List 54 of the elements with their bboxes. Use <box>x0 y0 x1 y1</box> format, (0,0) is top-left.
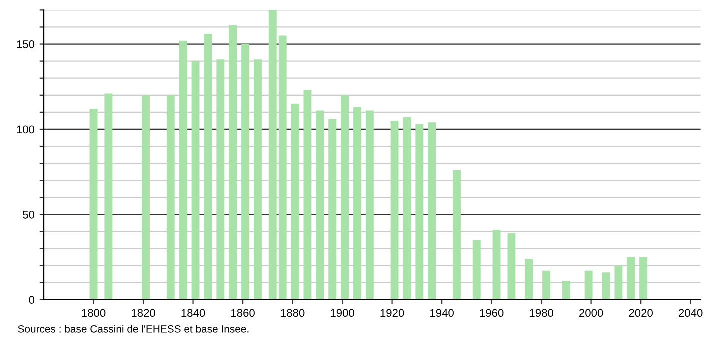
x-tick-label: 1800 <box>82 309 106 318</box>
x-tick-label: 1840 <box>182 309 206 318</box>
bar <box>562 281 570 300</box>
bar <box>614 266 623 300</box>
bar <box>304 90 312 300</box>
bar <box>166 95 175 300</box>
bar <box>403 118 412 300</box>
x-tick-label: 1900 <box>331 309 354 318</box>
bar <box>640 257 648 300</box>
x-tick-label: 2020 <box>629 309 653 318</box>
bar <box>492 230 501 300</box>
bar <box>216 60 225 300</box>
x-tick-label: 1820 <box>132 309 156 318</box>
bar <box>390 120 399 300</box>
bar <box>428 122 436 300</box>
bar <box>525 258 534 300</box>
bar <box>104 94 113 300</box>
bar <box>416 124 424 300</box>
y-tick-label: 150 <box>17 40 35 48</box>
y-tick-label: 0 <box>29 296 35 304</box>
bar <box>353 107 362 300</box>
x-tick-label: 2040 <box>679 309 703 318</box>
bar <box>90 109 98 300</box>
x-tick-label: 1880 <box>281 309 305 318</box>
y-tick-label: 100 <box>17 126 35 134</box>
bar <box>508 233 516 300</box>
bar <box>602 272 610 300</box>
bar <box>316 110 324 300</box>
bar <box>341 95 350 300</box>
bar <box>254 60 262 300</box>
bar <box>472 240 481 300</box>
bar <box>366 110 374 300</box>
bar <box>179 40 188 300</box>
bar <box>291 104 300 300</box>
bar <box>242 44 250 300</box>
bar <box>584 270 593 300</box>
bar <box>204 34 212 300</box>
x-tick-label: 1920 <box>380 309 404 318</box>
bar <box>542 270 551 300</box>
bar <box>142 95 150 300</box>
x-tick-label: 2000 <box>580 309 604 318</box>
bar <box>278 36 287 300</box>
x-tick-label: 1860 <box>232 309 255 318</box>
bar <box>192 61 200 300</box>
bar <box>328 119 337 300</box>
x-tick-label: 1940 <box>430 309 454 318</box>
x-tick-label: 1960 <box>480 309 504 318</box>
bar <box>452 170 461 300</box>
bar <box>268 10 277 300</box>
x-tick-label: 1980 <box>530 309 554 318</box>
y-tick-label: 50 <box>23 210 35 219</box>
source-note: Sources : base Cassini de l'EHESS et base Insee. <box>18 325 249 333</box>
bar <box>627 257 636 300</box>
bar <box>229 26 238 300</box>
